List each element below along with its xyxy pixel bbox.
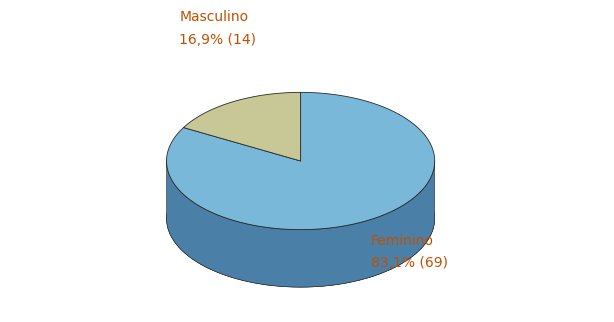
Text: 16,9% (14): 16,9% (14) <box>179 33 256 47</box>
Text: 83,1% (69): 83,1% (69) <box>371 256 448 270</box>
Ellipse shape <box>166 150 435 287</box>
Polygon shape <box>184 92 301 161</box>
Polygon shape <box>166 160 435 287</box>
Text: Feminino: Feminino <box>371 234 434 248</box>
Text: Masculino: Masculino <box>179 10 249 24</box>
Polygon shape <box>166 92 435 230</box>
